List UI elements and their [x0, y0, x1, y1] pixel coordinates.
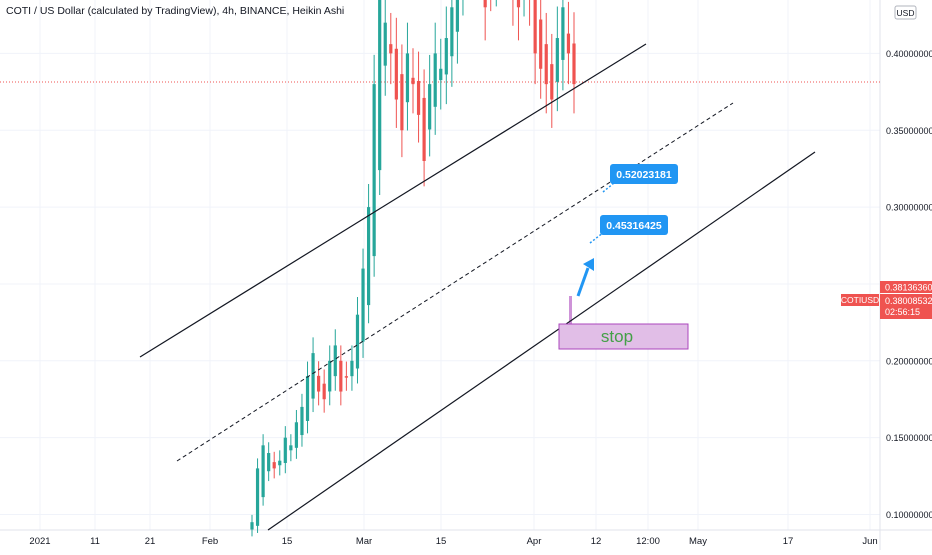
time-tick-label: 12:00 [636, 536, 660, 547]
candle-body [533, 0, 537, 54]
target-2-pointer [589, 231, 605, 244]
price-tick-label: 0.40000000 [886, 49, 932, 59]
candle-body [261, 445, 265, 498]
candle-body [428, 84, 432, 130]
candle-body [328, 360, 332, 392]
candle-body [339, 360, 343, 392]
candle-body [333, 345, 337, 377]
candle-body [383, 22, 387, 66]
channel-upper-line [139, 43, 647, 358]
candle-body [372, 84, 376, 257]
time-tick-label: 11 [90, 536, 100, 547]
price-tag-1 [880, 281, 932, 293]
price-tick-label: 0.30000000 [886, 203, 932, 213]
time-tick-label: 17 [783, 536, 794, 547]
candle-body [278, 460, 282, 466]
candle-body [255, 468, 260, 526]
time-tick-label: 15 [436, 536, 447, 547]
candle-body [561, 7, 565, 60]
chart-title: COTI / US Dollar (calculated by TradingV… [6, 5, 345, 17]
target-1-label: 0.52023181 [616, 169, 672, 181]
candle-body [544, 44, 548, 85]
candle-body [378, 0, 382, 171]
candle-body [355, 314, 360, 369]
candle-body [444, 38, 448, 75]
candle-body [272, 462, 276, 469]
candle-body [400, 74, 404, 131]
candle-body [300, 406, 304, 436]
candle-body [366, 207, 371, 306]
candle-body [289, 445, 293, 451]
last-candle [569, 296, 572, 348]
candle-body [550, 64, 554, 100]
channel-lower-line [267, 151, 816, 531]
stop-zone[interactable] [558, 323, 689, 350]
time-tick-label: 15 [282, 536, 293, 547]
candle-body [394, 48, 398, 100]
time-tick-label: Feb [202, 536, 218, 547]
countdown-label: 02:56:15 [885, 307, 920, 317]
time-tick-label: 21 [145, 536, 156, 547]
time-tick-label: Mar [356, 536, 372, 547]
candle-body [389, 44, 393, 54]
time-tick-label: Jun [862, 536, 877, 547]
stop-label: stop [601, 327, 633, 346]
price-tick-label: 0.15000000 [886, 433, 932, 443]
channel-mid-line [176, 102, 734, 462]
symbol-tag-label: COTIUSD [841, 295, 879, 305]
price-tag-1-label: 0.38136360 [885, 283, 932, 293]
target-2-label: 0.45316425 [606, 220, 662, 232]
candle-body [405, 53, 410, 103]
candle-body [317, 375, 321, 392]
candle-body [572, 43, 576, 85]
time-tick-label: 12 [591, 536, 602, 547]
candle-body [516, 0, 521, 8]
price-tick-label: 0.35000000 [886, 126, 932, 136]
arrow-head-icon [583, 258, 594, 271]
candle-body [344, 376, 348, 378]
time-tick-label: Apr [527, 536, 542, 547]
candle-body [411, 77, 415, 85]
candle-body [250, 522, 254, 530]
candle-body [416, 80, 421, 115]
candle-body [294, 422, 299, 448]
candle-body [267, 453, 271, 472]
candle-body [350, 360, 354, 377]
candle-body [455, 0, 460, 32]
candle-body [322, 383, 326, 400]
candle-body [439, 68, 443, 81]
candle-body [450, 7, 454, 57]
price-tick-label: 0.20000000 [886, 356, 932, 366]
price-tag-2-label: 0.38008532 [885, 296, 932, 306]
time-tick-label: 2021 [29, 536, 50, 547]
candle-body [566, 33, 571, 54]
candle-body [283, 437, 287, 463]
symbol-tag [841, 294, 879, 306]
target-1-badge[interactable] [610, 164, 678, 184]
price-tag-2 [880, 294, 932, 319]
target-arrow [576, 267, 590, 297]
currency-label: USD [897, 8, 915, 18]
candle-body [311, 353, 315, 399]
price-tick-label: 0.10000000 [886, 510, 932, 520]
candle-body [539, 19, 543, 69]
candle-body [555, 38, 559, 82]
candle-body [361, 268, 365, 342]
currency-badge[interactable] [894, 5, 917, 20]
candle-body [483, 0, 487, 8]
candle-body [305, 376, 310, 421]
candle-body [422, 97, 426, 161]
target-2-badge[interactable] [600, 215, 668, 235]
time-tick-label: May [689, 536, 707, 547]
candle-body [433, 53, 437, 107]
